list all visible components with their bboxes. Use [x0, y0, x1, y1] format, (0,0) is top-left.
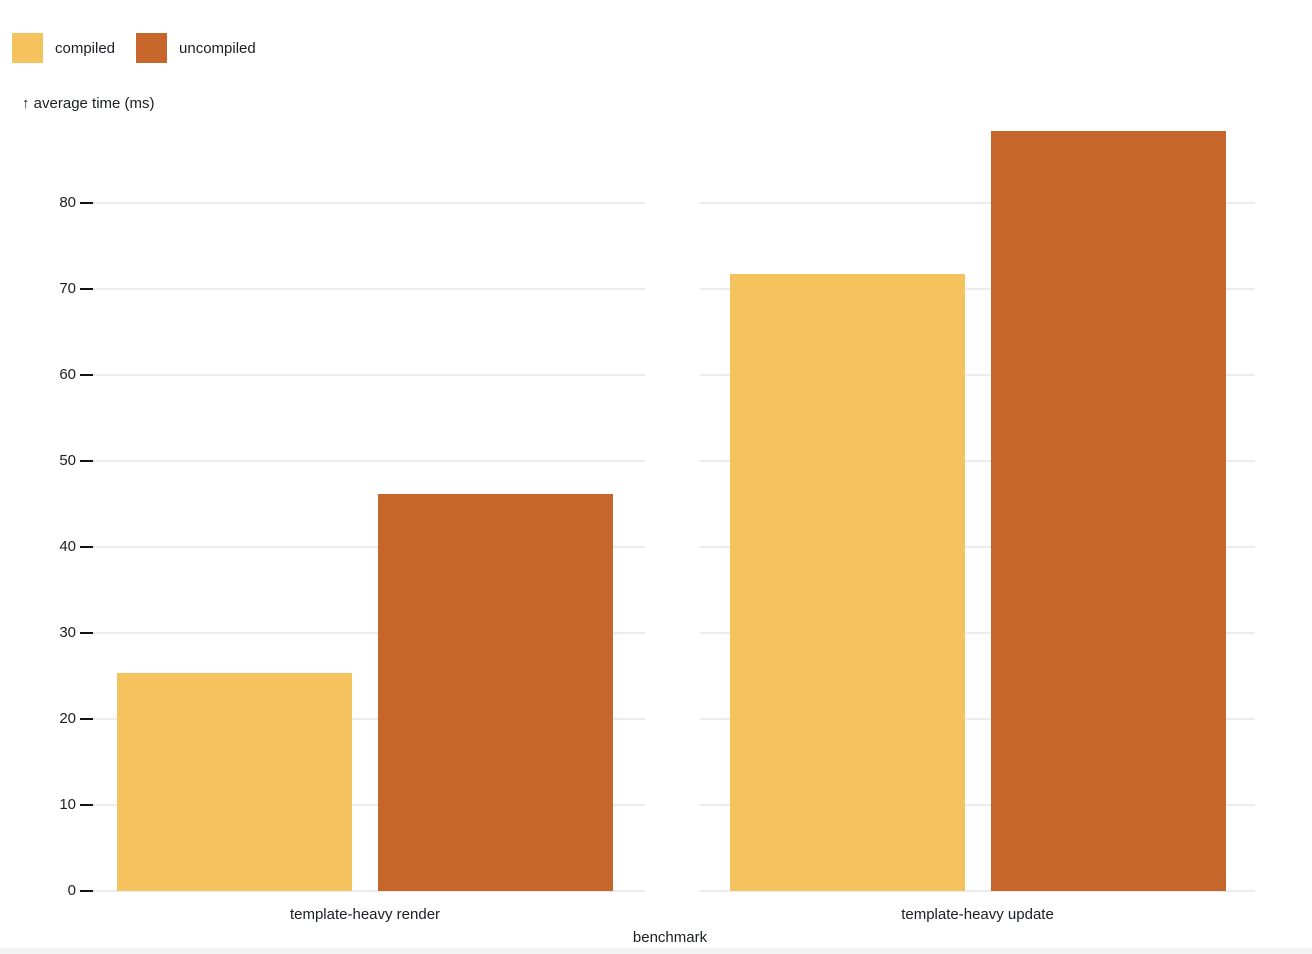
gridline-y80-panel1: [85, 202, 645, 204]
legend-item-compiled: compiled: [12, 33, 115, 63]
gridline-y10-panel2: [700, 804, 1255, 806]
legend-item-uncompiled: uncompiled: [136, 33, 256, 63]
y-tick-mark: [80, 890, 93, 892]
bar-uncompiled-template-heavy-update: [990, 130, 1226, 891]
y-axis-title: ↑ average time (ms): [22, 95, 155, 112]
y-tick-label: 60: [59, 366, 76, 383]
gridline-y50-panel2: [700, 460, 1255, 462]
y-tick-mark: [80, 804, 93, 806]
chart-legend: compiled uncompiled: [12, 33, 256, 63]
y-tick-mark: [80, 546, 93, 548]
y-tick-mark: [80, 288, 93, 290]
legend-label: compiled: [55, 39, 116, 57]
y-tick-mark: [80, 718, 93, 720]
y-tick-label: 40: [59, 538, 76, 555]
gridline-y20-panel1: [85, 718, 645, 720]
y-tick-label: 0: [67, 882, 76, 899]
y-tick-label: 10: [59, 796, 76, 813]
gridline-y40-panel2: [700, 546, 1255, 548]
x-category-label: template-heavy render: [289, 906, 441, 923]
x-category-label: template-heavy update: [901, 906, 1054, 923]
y-tick-mark: [80, 374, 93, 376]
gridline-y70-panel1: [85, 288, 645, 290]
legend-swatch-icon: [12, 33, 43, 63]
gridline-y80-panel2: [700, 202, 1255, 204]
gridline-y20-panel2: [700, 718, 1255, 720]
gridline-y50-panel1: [85, 460, 645, 462]
y-tick-label: 80: [59, 194, 76, 211]
y-tick-mark: [80, 202, 93, 204]
gridline-y60-panel2: [700, 374, 1255, 376]
bar-uncompiled-template-heavy-render: [378, 493, 613, 891]
x-axis-title: benchmark: [632, 929, 708, 946]
gridline-y10-panel1: [85, 804, 645, 806]
gridline-y30-panel1: [85, 632, 645, 634]
y-tick-label: 50: [59, 452, 76, 469]
legend-label: uncompiled: [179, 39, 256, 57]
gridline-y0-panel1: [85, 890, 645, 892]
bottom-strip: [0, 948, 1312, 954]
y-tick-label: 70: [59, 280, 76, 297]
y-tick-mark: [80, 460, 93, 462]
gridline-y40-panel1: [85, 546, 645, 548]
gridline-y60-panel1: [85, 374, 645, 376]
gridline-y70-panel2: [700, 288, 1255, 290]
bar-compiled-template-heavy-render: [117, 672, 352, 891]
bar-compiled-template-heavy-update: [729, 273, 965, 891]
gridline-y30-panel2: [700, 632, 1255, 634]
gridline-y0-panel2: [700, 890, 1255, 892]
y-tick-mark: [80, 632, 93, 634]
y-tick-label: 30: [59, 624, 76, 641]
y-tick-label: 20: [59, 710, 76, 727]
legend-swatch-icon: [136, 33, 168, 63]
